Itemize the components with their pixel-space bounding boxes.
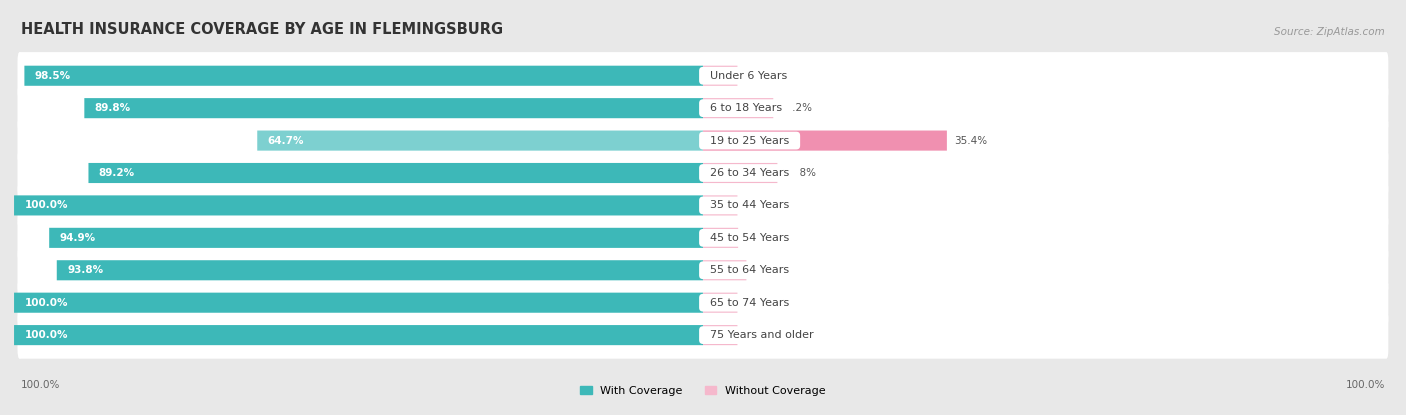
Text: Source: ZipAtlas.com: Source: ZipAtlas.com [1274, 27, 1385, 37]
Text: 35 to 44 Years: 35 to 44 Years [703, 200, 796, 210]
Text: HEALTH INSURANCE COVERAGE BY AGE IN FLEMINGSBURG: HEALTH INSURANCE COVERAGE BY AGE IN FLEM… [21, 22, 503, 37]
Text: 100.0%: 100.0% [24, 330, 67, 340]
FancyBboxPatch shape [17, 214, 1389, 261]
FancyBboxPatch shape [24, 66, 703, 86]
FancyBboxPatch shape [703, 293, 738, 313]
FancyBboxPatch shape [14, 293, 703, 313]
Text: 5.1%: 5.1% [745, 233, 772, 243]
Text: 0.0%: 0.0% [744, 200, 770, 210]
FancyBboxPatch shape [20, 214, 1389, 261]
FancyBboxPatch shape [703, 131, 946, 151]
Text: 75 Years and older: 75 Years and older [703, 330, 821, 340]
Text: 6.3%: 6.3% [754, 265, 780, 275]
FancyBboxPatch shape [20, 182, 1389, 229]
FancyBboxPatch shape [703, 228, 738, 248]
FancyBboxPatch shape [20, 247, 1389, 294]
Text: 45 to 54 Years: 45 to 54 Years [703, 233, 796, 243]
Legend: With Coverage, Without Coverage: With Coverage, Without Coverage [581, 386, 825, 396]
Text: 26 to 34 Years: 26 to 34 Years [703, 168, 796, 178]
FancyBboxPatch shape [20, 85, 1389, 132]
Text: 1.5%: 1.5% [744, 71, 770, 81]
Text: 6 to 18 Years: 6 to 18 Years [703, 103, 789, 113]
FancyBboxPatch shape [17, 52, 1389, 100]
Text: 19 to 25 Years: 19 to 25 Years [703, 136, 796, 146]
Text: 35.4%: 35.4% [953, 136, 987, 146]
Text: 0.0%: 0.0% [744, 298, 770, 308]
Text: 0.0%: 0.0% [744, 330, 770, 340]
FancyBboxPatch shape [20, 279, 1389, 326]
FancyBboxPatch shape [17, 311, 1389, 359]
Text: Under 6 Years: Under 6 Years [703, 71, 794, 81]
Text: 10.8%: 10.8% [785, 168, 817, 178]
FancyBboxPatch shape [17, 182, 1389, 229]
FancyBboxPatch shape [20, 311, 1389, 359]
FancyBboxPatch shape [17, 279, 1389, 326]
FancyBboxPatch shape [49, 228, 703, 248]
FancyBboxPatch shape [20, 52, 1389, 100]
FancyBboxPatch shape [17, 247, 1389, 294]
Text: 93.8%: 93.8% [67, 265, 103, 275]
Text: 100.0%: 100.0% [21, 380, 60, 390]
Text: 94.9%: 94.9% [59, 233, 96, 243]
FancyBboxPatch shape [703, 98, 773, 118]
FancyBboxPatch shape [703, 66, 738, 86]
FancyBboxPatch shape [17, 117, 1389, 164]
Text: 65 to 74 Years: 65 to 74 Years [703, 298, 796, 308]
FancyBboxPatch shape [14, 195, 703, 215]
FancyBboxPatch shape [56, 260, 703, 280]
Text: 100.0%: 100.0% [1346, 380, 1385, 390]
FancyBboxPatch shape [20, 117, 1389, 164]
Text: 89.2%: 89.2% [98, 168, 135, 178]
FancyBboxPatch shape [703, 260, 747, 280]
Text: 10.2%: 10.2% [780, 103, 813, 113]
FancyBboxPatch shape [703, 163, 778, 183]
Text: 89.8%: 89.8% [94, 103, 131, 113]
Text: 55 to 64 Years: 55 to 64 Years [703, 265, 796, 275]
FancyBboxPatch shape [17, 149, 1389, 197]
FancyBboxPatch shape [14, 325, 703, 345]
FancyBboxPatch shape [703, 325, 738, 345]
Text: 98.5%: 98.5% [35, 71, 70, 81]
Text: 100.0%: 100.0% [24, 200, 67, 210]
FancyBboxPatch shape [89, 163, 703, 183]
FancyBboxPatch shape [257, 131, 703, 151]
FancyBboxPatch shape [20, 149, 1389, 197]
FancyBboxPatch shape [703, 195, 738, 215]
Text: 100.0%: 100.0% [24, 298, 67, 308]
FancyBboxPatch shape [84, 98, 703, 118]
Text: 64.7%: 64.7% [267, 136, 304, 146]
FancyBboxPatch shape [17, 85, 1389, 132]
